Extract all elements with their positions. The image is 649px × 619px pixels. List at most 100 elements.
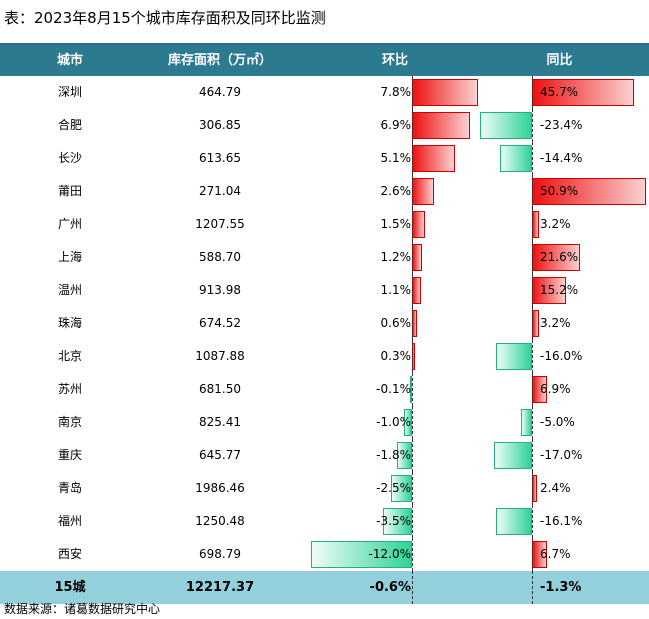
inventory-cell: 12217.37 — [185, 580, 255, 595]
table-row: 苏州 681.50 -0.1% 6.9% — [0, 373, 649, 406]
mom-axis — [412, 406, 413, 439]
header-yoy: 同比 — [546, 53, 573, 68]
city-cell: 长沙 — [57, 151, 82, 165]
mom-axis — [412, 175, 413, 208]
mom-bar — [412, 211, 425, 238]
table-row: 广州 1207.55 1.5% 3.2% — [0, 208, 649, 241]
inventory-cell: 825.41 — [199, 415, 241, 429]
yoy-axis — [532, 505, 533, 538]
table-row: 深圳 464.79 7.8% 45.7% — [0, 76, 649, 109]
yoy-label: -16.0% — [540, 349, 583, 363]
city-cell: 温州 — [57, 283, 82, 297]
mom-bar — [412, 244, 423, 271]
city-cell: 深圳 — [57, 85, 82, 99]
inventory-cell: 271.04 — [199, 184, 241, 198]
inventory-cell: 613.65 — [199, 151, 241, 165]
mom-bar — [412, 178, 434, 205]
yoy-axis — [532, 406, 533, 439]
table-row: 莆田 271.04 2.6% 50.9% — [0, 175, 649, 208]
mom-label: -2.5% — [376, 481, 411, 495]
mom-label: -12.0% — [368, 547, 411, 561]
inventory-cell: 1250.48 — [195, 514, 245, 528]
city-cell: 上海 — [57, 250, 82, 264]
city-cell: 珠海 — [57, 316, 82, 330]
yoy-label: -16.1% — [540, 514, 583, 528]
yoy-label: -17.0% — [540, 448, 583, 462]
yoy-bar — [532, 211, 540, 238]
table-title: 表：2023年8月15个城市库存面积及同环比监测 — [4, 9, 326, 27]
yoy-bar — [495, 508, 532, 535]
mom-label: -1.8% — [376, 448, 411, 462]
table-row: 北京 1087.88 0.3% -16.0% — [0, 340, 649, 373]
mom-bar — [412, 145, 455, 172]
yoy-axis — [532, 538, 533, 571]
mom-bar — [396, 442, 412, 469]
city-cell: 南京 — [57, 415, 82, 429]
mom-label: 1.2% — [380, 250, 412, 264]
mom-axis — [412, 505, 413, 538]
mom-label: 5.1% — [380, 151, 412, 165]
mom-axis — [412, 439, 413, 472]
table-row: 温州 913.98 1.1% 15.2% — [0, 274, 649, 307]
table-row: 福州 1250.48 -3.5% -16.1% — [0, 505, 649, 538]
mom-label: -0.1% — [376, 382, 411, 396]
inventory-cell: 674.52 — [199, 316, 241, 330]
inventory-cell: 681.50 — [199, 382, 241, 396]
yoy-label: 21.6% — [540, 250, 579, 264]
mom-axis — [412, 109, 413, 142]
table-row: 珠海 674.52 0.6% 3.2% — [0, 307, 649, 340]
table-row: 上海 588.70 1.2% 21.6% — [0, 241, 649, 274]
mom-label: -3.5% — [376, 514, 411, 528]
yoy-axis — [532, 571, 533, 604]
total-row: 15城 12217.37 -0.6% -1.3% — [0, 571, 649, 604]
yoy-label: -1.3% — [540, 580, 582, 595]
yoy-label: 6.9% — [540, 382, 571, 396]
yoy-axis — [532, 472, 533, 505]
yoy-axis — [532, 76, 533, 109]
yoy-axis — [532, 241, 533, 274]
mom-axis — [412, 472, 413, 505]
table-row: 合肥 306.85 6.9% -23.4% — [0, 109, 649, 142]
mom-axis — [412, 241, 413, 274]
city-cell: 福州 — [57, 514, 82, 528]
yoy-label: 3.2% — [540, 217, 571, 231]
mom-bar — [382, 508, 412, 535]
yoy-bar — [479, 112, 532, 139]
mom-axis — [412, 538, 413, 571]
yoy-label: 15.2% — [540, 283, 579, 297]
yoy-axis — [532, 175, 533, 208]
yoy-bar — [493, 442, 532, 469]
mom-axis — [412, 307, 413, 340]
city-cell: 北京 — [57, 349, 82, 363]
yoy-axis — [532, 340, 533, 373]
inventory-cell: 698.79 — [199, 547, 241, 561]
mom-axis — [412, 76, 413, 109]
mom-bar — [412, 112, 471, 139]
yoy-axis — [532, 439, 533, 472]
table-row: 南京 825.41 -1.0% -5.0% — [0, 406, 649, 439]
mom-axis — [412, 571, 413, 604]
city-cell: 青岛 — [57, 481, 82, 495]
city-cell: 莆田 — [57, 184, 82, 198]
inventory-cell: 1986.46 — [195, 481, 245, 495]
mom-bar — [412, 79, 478, 106]
city-cell: 合肥 — [57, 118, 82, 132]
mom-label: 1.1% — [380, 283, 412, 297]
yoy-bar — [499, 145, 532, 172]
yoy-label: 3.2% — [540, 316, 571, 330]
inventory-cell: 1207.55 — [195, 217, 245, 231]
header-city: 城市 — [56, 53, 83, 68]
header-inventory: 库存面积（万㎡） — [167, 53, 272, 68]
city-cell: 西安 — [57, 547, 82, 561]
mom-label: 1.5% — [380, 217, 412, 231]
mom-bar — [311, 541, 412, 568]
yoy-label: -5.0% — [540, 415, 575, 429]
yoy-axis — [532, 142, 533, 175]
yoy-bar — [532, 244, 581, 271]
mom-axis — [412, 373, 413, 406]
city-cell: 苏州 — [57, 382, 82, 396]
yoy-label: -23.4% — [540, 118, 583, 132]
mom-label: -1.0% — [376, 415, 411, 429]
mom-axis — [412, 274, 413, 307]
inventory-cell: 645.77 — [199, 448, 241, 462]
